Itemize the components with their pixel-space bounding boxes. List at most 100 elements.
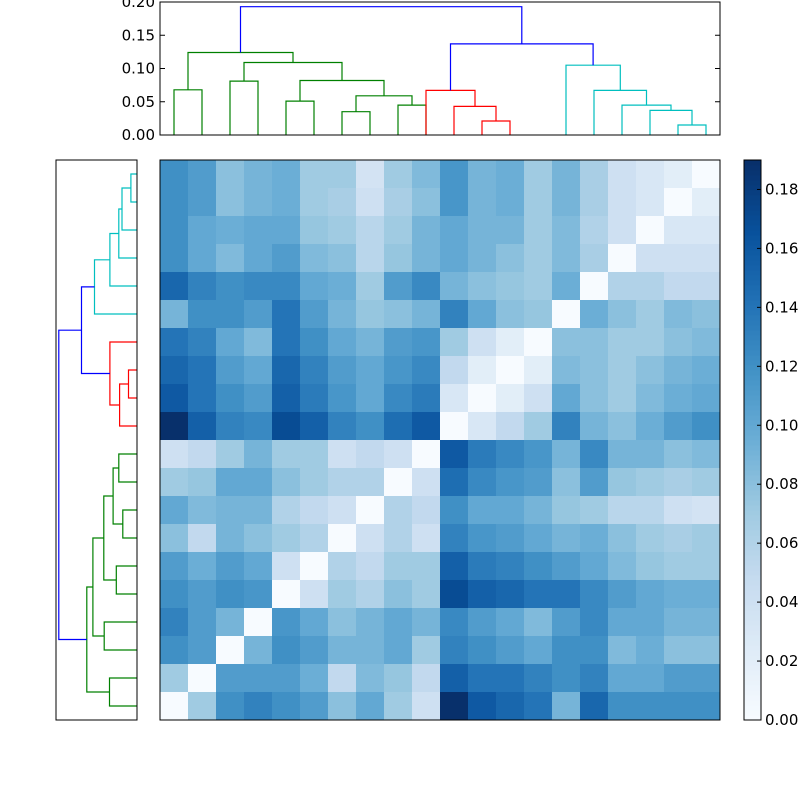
- heatmap-cell-r17-c13: [524, 636, 553, 665]
- heatmap-cell-r12-c8: [384, 496, 413, 525]
- heatmap-cell-r8-c3: [244, 384, 273, 413]
- heatmap-cell-r15-c15: [580, 580, 609, 609]
- heatmap-cell-r5-c5: [300, 300, 329, 329]
- heatmap-cell-r14-c12: [496, 552, 525, 581]
- heatmap-cell-r0-c17: [636, 160, 665, 189]
- colorbar-segment-12: [744, 655, 761, 661]
- heatmap-cell-r16-c18: [664, 608, 693, 637]
- colorbar-segment-64: [744, 395, 761, 401]
- heatmap-cell-r18-c1: [188, 664, 217, 693]
- heatmap-cell-r2-c16: [608, 216, 637, 245]
- top-dendrogram: 0.00 0.05 0.10 0.15 0.20: [122, 0, 721, 144]
- heatmap-cell-r16-c6: [328, 608, 357, 637]
- colorbar-segment-8: [744, 675, 761, 681]
- heatmap-cell-r10-c16: [608, 440, 637, 469]
- heatmap-cell-r8-c0: [160, 384, 189, 413]
- heatmap-cell-r11-c0: [160, 468, 189, 497]
- heatmap-cell-r6-c4: [272, 328, 301, 357]
- heatmap-cell-r9-c3: [244, 412, 273, 441]
- heatmap-cell-r2-c9: [412, 216, 441, 245]
- heatmap-cell-r14-c15: [580, 552, 609, 581]
- colorbar-segment-21: [744, 610, 761, 616]
- heatmap-cell-r18-c3: [244, 664, 273, 693]
- heatmap-cell-r15-c10: [440, 580, 469, 609]
- heatmap-cell-r3-c8: [384, 244, 413, 273]
- heatmap-cell-r11-c1: [188, 468, 217, 497]
- heatmap-cell-r2-c14: [552, 216, 581, 245]
- colorbar-segment-76: [744, 335, 761, 341]
- heatmap-cell-r15-c0: [160, 580, 189, 609]
- heatmap-cell-r2-c7: [356, 216, 385, 245]
- heatmap-cell-r13-c11: [468, 524, 497, 553]
- heatmap-cell-r7-c8: [384, 356, 413, 385]
- heatmap-cell-r14-c19: [692, 552, 721, 581]
- heatmap-cell-r8-c8: [384, 384, 413, 413]
- colorbar-segment-70: [744, 365, 761, 371]
- heatmap-cell-r3-c16: [608, 244, 637, 273]
- heatmap-cell-r3-c9: [412, 244, 441, 273]
- heatmap-cell-r11-c3: [244, 468, 273, 497]
- heatmap-cell-r9-c13: [524, 412, 553, 441]
- heatmap-cell-r16-c0: [160, 608, 189, 637]
- colorbar-segment-22: [744, 605, 761, 611]
- heatmap-cell-r15-c8: [384, 580, 413, 609]
- colorbar-segment-56: [744, 435, 761, 441]
- heatmap-cell-r0-c10: [440, 160, 469, 189]
- heatmap-cell-r10-c13: [524, 440, 553, 469]
- heatmap-cell-r11-c18: [664, 468, 693, 497]
- heatmap-cell-r7-c3: [244, 356, 273, 385]
- heatmap-cell-r14-c6: [328, 552, 357, 581]
- colorbar-segment-36: [744, 535, 761, 541]
- heatmap-cell-r7-c2: [216, 356, 245, 385]
- left-dendrogram-frame: [55, 159, 138, 721]
- colorbar-segment-66: [744, 385, 761, 391]
- left-dendrogram: [55, 159, 138, 721]
- colorbar-segment-27: [744, 580, 761, 586]
- heatmap-cell-r4-c9: [412, 272, 441, 301]
- heatmap-cell-r12-c13: [524, 496, 553, 525]
- colorbar-segment-48: [744, 475, 761, 481]
- heatmap-cell-r17-c0: [160, 636, 189, 665]
- heatmap-cell-r10-c6: [328, 440, 357, 469]
- heatmap-cell-r16-c16: [608, 608, 637, 637]
- heatmap-cell-r12-c14: [552, 496, 581, 525]
- colorbar-segment-39: [744, 520, 761, 526]
- heatmap-cell-r15-c9: [412, 580, 441, 609]
- heatmap-cell-r18-c14: [552, 664, 581, 693]
- heatmap-cell-r5-c12: [496, 300, 525, 329]
- heatmap-cell-r11-c11: [468, 468, 497, 497]
- heatmap-cell-r16-c17: [636, 608, 665, 637]
- colorbar-segment-93: [744, 250, 761, 256]
- heatmap-cell-r13-c8: [384, 524, 413, 553]
- colorbar-segment-80: [744, 315, 761, 321]
- heatmap-cell-r5-c8: [384, 300, 413, 329]
- heatmap-cell-r17-c16: [608, 636, 637, 665]
- heatmap-cell-r4-c19: [692, 272, 721, 301]
- colorbar-segment-7: [744, 680, 761, 686]
- heatmap-cell-r15-c12: [496, 580, 525, 609]
- heatmap-cell-r16-c10: [440, 608, 469, 637]
- heatmap-cell-r7-c5: [300, 356, 329, 385]
- heatmap-cell-r13-c0: [160, 524, 189, 553]
- heatmap-cell-r3-c10: [440, 244, 469, 273]
- heatmap-cell-r11-c8: [384, 468, 413, 497]
- heatmap-cell-r6-c0: [160, 328, 189, 357]
- colorbar-segment-100: [744, 215, 761, 221]
- colorbar-segment-111: [744, 160, 761, 166]
- heatmap-cell-r18-c6: [328, 664, 357, 693]
- colorbar-segment-104: [744, 195, 761, 201]
- heatmap-cell-r6-c14: [552, 328, 581, 357]
- heatmap-cell-r2-c17: [636, 216, 665, 245]
- heatmap-cell-r10-c8: [384, 440, 413, 469]
- heatmap-cell-r9-c0: [160, 412, 189, 441]
- heatmap-cell-r4-c0: [160, 272, 189, 301]
- heatmap-cell-r19-c9: [412, 692, 441, 721]
- heatmap-cell-r10-c12: [496, 440, 525, 469]
- heatmap-cell-r0-c16: [608, 160, 637, 189]
- colorbar-tick-label-0: 0.00: [765, 711, 798, 729]
- heatmap-cell-r14-c5: [300, 552, 329, 581]
- colorbar-segment-0: [744, 715, 761, 721]
- heatmap-cell-r17-c4: [272, 636, 301, 665]
- colorbar-segment-13: [744, 650, 761, 656]
- heatmap-cell-r2-c8: [384, 216, 413, 245]
